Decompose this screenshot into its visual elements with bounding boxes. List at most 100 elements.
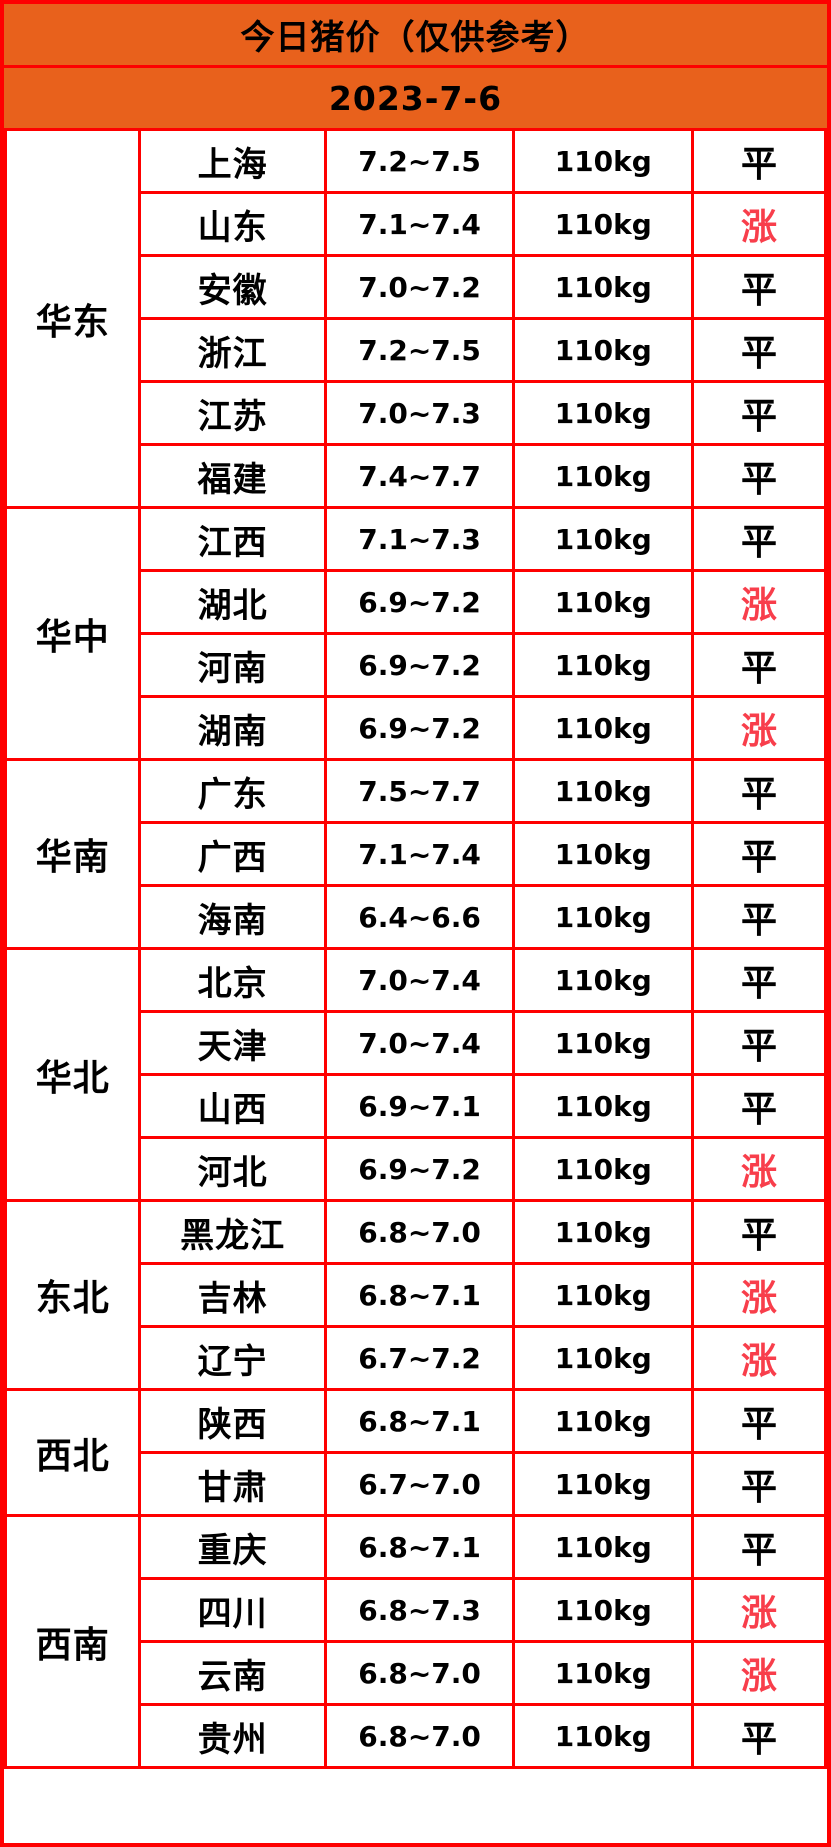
- table-row: 云南 6.8~7.0 110kg 涨: [6, 1640, 827, 1706]
- table-row: 湖南 6.9~7.2 110kg 涨: [6, 695, 827, 761]
- region-cell: 西南: [4, 1514, 142, 1769]
- status-cell: 平: [691, 1388, 827, 1454]
- price-range-cell: 6.9~7.2: [323, 1136, 516, 1202]
- price-range-cell: 7.1~7.4: [323, 821, 516, 887]
- table-row: 华南 广东 7.5~7.7 110kg 平: [4, 758, 827, 950]
- weight-cell: 110kg: [512, 1073, 695, 1139]
- price-range-cell: 7.5~7.7: [323, 758, 516, 824]
- price-range-cell: 6.9~7.2: [323, 695, 516, 761]
- status-cell: 平: [691, 884, 827, 950]
- status-cell: 涨: [691, 1262, 827, 1328]
- status-cell: 平: [691, 380, 827, 446]
- weight-cell: 110kg: [512, 506, 695, 572]
- province-cell: 江西: [138, 506, 327, 572]
- table-row: 甘肃 6.7~7.0 110kg 平: [6, 1451, 827, 1517]
- weight-cell: 110kg: [512, 317, 695, 383]
- weight-cell: 110kg: [512, 1514, 695, 1580]
- province-cell: 四川: [138, 1577, 327, 1643]
- province-cell: 湖北: [138, 569, 327, 635]
- province-cell: 广西: [138, 821, 327, 887]
- province-cell: 北京: [138, 947, 327, 1013]
- weight-cell: 110kg: [512, 1388, 695, 1454]
- region-cell: 华东: [4, 128, 142, 509]
- table-row: 福建 7.4~7.7 110kg 平: [6, 443, 827, 509]
- table-row: 江苏 7.0~7.3 110kg 平: [6, 380, 827, 446]
- status-cell: 平: [691, 128, 827, 194]
- weight-cell: 110kg: [512, 1010, 695, 1076]
- price-range-cell: 7.2~7.5: [323, 128, 516, 194]
- price-range-cell: 6.4~6.6: [323, 884, 516, 950]
- province-cell: 天津: [138, 1010, 327, 1076]
- status-cell: 平: [691, 254, 827, 320]
- weight-cell: 110kg: [512, 1703, 695, 1769]
- province-cell: 辽宁: [138, 1325, 327, 1391]
- status-cell: 涨: [691, 695, 827, 761]
- weight-cell: 110kg: [512, 758, 695, 824]
- price-range-cell: 6.9~7.2: [323, 569, 516, 635]
- price-range-cell: 7.0~7.4: [323, 947, 516, 1013]
- table-row: 辽宁 6.7~7.2 110kg 涨: [6, 1325, 827, 1391]
- province-cell: 云南: [138, 1640, 327, 1706]
- status-cell: 平: [691, 1451, 827, 1517]
- province-cell: 山西: [138, 1073, 327, 1139]
- status-cell: 平: [691, 947, 827, 1013]
- region-cell: 华南: [4, 758, 142, 950]
- price-range-cell: 6.7~7.2: [323, 1325, 516, 1391]
- price-range-cell: 6.8~7.1: [323, 1388, 516, 1454]
- province-cell: 广东: [138, 758, 327, 824]
- weight-cell: 110kg: [512, 1577, 695, 1643]
- table-row: 河北 6.9~7.2 110kg 涨: [6, 1136, 827, 1202]
- table-row: 华东 上海 7.2~7.5 110kg 平: [4, 128, 827, 509]
- region-cell: 华北: [4, 947, 142, 1202]
- table-row: 西南 重庆 6.8~7.1 110kg 平: [4, 1514, 827, 1769]
- weight-cell: 110kg: [512, 1451, 695, 1517]
- poster-title: 今日猪价（仅供参考）: [240, 18, 591, 58]
- weight-cell: 110kg: [512, 191, 695, 257]
- status-cell: 平: [691, 1010, 827, 1076]
- status-cell: 涨: [691, 1136, 827, 1202]
- table-row: 四川 6.8~7.3 110kg 涨: [6, 1577, 827, 1643]
- province-cell: 河北: [138, 1136, 327, 1202]
- province-cell: 贵州: [138, 1703, 327, 1769]
- status-cell: 平: [691, 317, 827, 383]
- province-cell: 甘肃: [138, 1451, 327, 1517]
- pig-price-table-body: 华东 上海 7.2~7.5 110kg 平山东 7.1~7.4 110kg 涨安徽 7.0~7.…: [4, 128, 827, 1769]
- price-range-cell: 6.8~7.0: [323, 1199, 516, 1265]
- status-cell: 涨: [691, 569, 827, 635]
- price-range-cell: 7.4~7.7: [323, 443, 516, 509]
- price-range-cell: 7.1~7.3: [323, 506, 516, 572]
- table-row: 贵州 6.8~7.0 110kg 平: [6, 1703, 827, 1769]
- status-cell: 涨: [691, 191, 827, 257]
- province-cell: 湖南: [138, 695, 327, 761]
- poster-date-bar: 2023-7-6: [4, 68, 827, 128]
- table-row: 广西 7.1~7.4 110kg 平: [6, 821, 827, 887]
- status-cell: 平: [691, 1073, 827, 1139]
- status-cell: 涨: [691, 1577, 827, 1643]
- region-cell: 华中: [4, 506, 142, 761]
- weight-cell: 110kg: [512, 1136, 695, 1202]
- province-cell: 安徽: [138, 254, 327, 320]
- province-cell: 福建: [138, 443, 327, 509]
- price-range-cell: 6.8~7.3: [323, 1577, 516, 1643]
- weight-cell: 110kg: [512, 1325, 695, 1391]
- status-cell: 涨: [691, 1640, 827, 1706]
- weight-cell: 110kg: [512, 569, 695, 635]
- weight-cell: 110kg: [512, 695, 695, 761]
- table-row: 浙江 7.2~7.5 110kg 平: [6, 317, 827, 383]
- weight-cell: 110kg: [512, 1199, 695, 1265]
- table-row: 河南 6.9~7.2 110kg 平: [6, 632, 827, 698]
- status-cell: 平: [691, 1514, 827, 1580]
- status-cell: 平: [691, 758, 827, 824]
- province-cell: 上海: [138, 128, 327, 194]
- status-cell: 平: [691, 632, 827, 698]
- status-cell: 平: [691, 443, 827, 509]
- weight-cell: 110kg: [512, 443, 695, 509]
- status-cell: 平: [691, 821, 827, 887]
- table-row: 山西 6.9~7.1 110kg 平: [6, 1073, 827, 1139]
- province-cell: 江苏: [138, 380, 327, 446]
- poster-date: 2023-7-6: [328, 78, 503, 118]
- province-cell: 浙江: [138, 317, 327, 383]
- price-range-cell: 7.1~7.4: [323, 191, 516, 257]
- table-row: 华中 江西 7.1~7.3 110kg 平: [4, 506, 827, 761]
- province-cell: 海南: [138, 884, 327, 950]
